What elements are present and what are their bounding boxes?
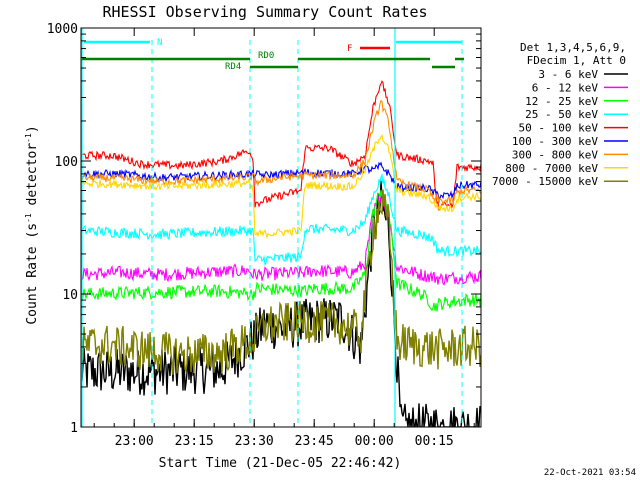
- legend-label-7: 800 - 7000 keV: [505, 162, 598, 175]
- legend-label-8: 7000 - 15000 keV: [492, 175, 598, 188]
- series-line-3: [81, 173, 481, 266]
- y-tick-label-3: 1000: [47, 22, 78, 37]
- x-tick-label-1: 23:15: [175, 434, 214, 449]
- series-layer: [81, 80, 481, 427]
- overlay-layer: N RD0 RD4 F: [81, 28, 464, 427]
- x-tick-label-5: 00:15: [415, 434, 454, 449]
- series-line-8: [81, 189, 481, 375]
- x-tick-label-4: 00:00: [355, 434, 394, 449]
- rd0-label: RD0: [258, 51, 274, 61]
- chart-title: RHESSI Observing Summary Count Rates: [102, 3, 427, 21]
- legend-label-2: 12 - 25 keV: [525, 95, 598, 108]
- rd4-label: RD4: [225, 62, 241, 72]
- flare-label: F: [347, 44, 352, 54]
- x-tick-label-0: 23:00: [115, 434, 154, 449]
- timestamp: 22-Oct-2021 03:54: [544, 468, 636, 478]
- plot-frame: [80, 27, 482, 428]
- y-axis-label-end: ): [25, 125, 40, 133]
- y-tick-label-0: 1: [70, 421, 78, 436]
- legend-label-3: 25 - 50 keV: [525, 108, 598, 121]
- legend-label-6: 300 - 800 keV: [512, 148, 598, 161]
- series-line-7: [81, 134, 481, 240]
- x-axis-label: Start Time (21-Dec-05 22:46:42): [159, 456, 402, 471]
- x-tick-label-2: 23:30: [235, 434, 274, 449]
- legend-label-0: 3 - 6 keV: [538, 68, 598, 81]
- series-line-1: [81, 193, 481, 286]
- y-axis-label: Count Rate (s-1 detector-1): [24, 125, 40, 324]
- y-axis-label-sup1: -1: [24, 213, 33, 223]
- n-label: N: [157, 38, 162, 48]
- y-axis-label-sup2: -1: [24, 133, 33, 143]
- series-line-0: [81, 180, 481, 427]
- y-axis-label-main: Count Rate (s: [25, 223, 40, 325]
- y-tick-label-1: 10: [62, 288, 78, 303]
- x-tick-label-3: 23:45: [295, 434, 334, 449]
- legend-label-1: 6 - 12 keV: [532, 81, 599, 94]
- legend-header-1: Det 1,3,4,5,6,9,: [520, 41, 626, 54]
- legend: Det 1,3,4,5,6,9, FDecim 1, Att 0 3 - 6 k…: [492, 41, 628, 188]
- legend-label-5: 100 - 300 keV: [512, 135, 598, 148]
- series-line-2: [81, 189, 481, 312]
- y-tick-label-2: 100: [55, 155, 78, 170]
- ticks-layer: 23:00 23:15 23:30 23:45 00:00 00:15 1 10 100 1000: [47, 22, 481, 449]
- y-axis-label-mid: detector: [25, 143, 40, 214]
- legend-label-4: 50 - 100 keV: [519, 122, 599, 135]
- legend-header-2: FDecim 1, Att 0: [527, 54, 626, 67]
- series-line-4: [81, 80, 481, 211]
- series-line-6: [81, 99, 481, 207]
